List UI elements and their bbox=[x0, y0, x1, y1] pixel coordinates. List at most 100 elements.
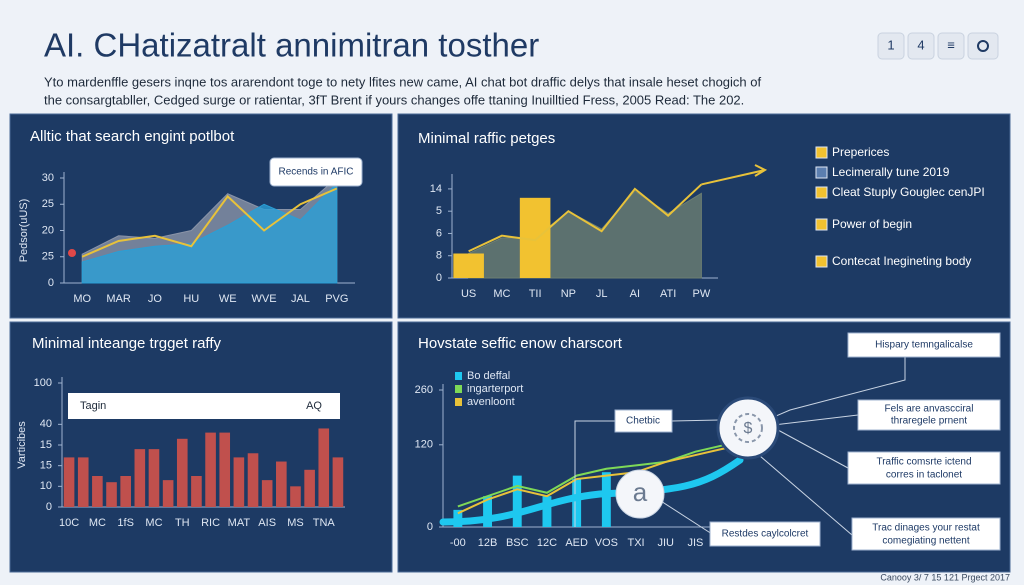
bar bbox=[148, 449, 160, 507]
node-label: thraregele prnent bbox=[891, 416, 967, 427]
y-tick-label: 15 bbox=[40, 439, 52, 451]
x-tick-label: MC bbox=[145, 517, 162, 529]
checklist-item: Lecimerally tune 2019 bbox=[832, 165, 950, 179]
bar bbox=[191, 476, 202, 507]
x-tick-label: JAL bbox=[291, 293, 310, 305]
y-tick-label: 120 bbox=[415, 439, 433, 451]
bar bbox=[290, 486, 301, 507]
legend-label: avenloont bbox=[467, 396, 515, 408]
button-label[interactable]: 1 bbox=[887, 37, 894, 52]
x-tick-label: HU bbox=[183, 293, 199, 305]
bar bbox=[261, 480, 273, 507]
icon-label: $ bbox=[744, 420, 753, 437]
chart: Hovstate seffic enow charscort 0 120 260 -00… bbox=[415, 335, 740, 549]
y-tick-label: 40 bbox=[40, 418, 52, 430]
bar bbox=[106, 482, 117, 507]
button[interactable] bbox=[937, 32, 965, 60]
node-label: comegiating nettent bbox=[882, 536, 970, 547]
bar bbox=[572, 479, 582, 527]
bar bbox=[542, 496, 552, 527]
chart: Minimal raffic petges 0 8 6 5 14 US MC TII NP JL AI… bbox=[418, 130, 985, 300]
legend-swatch bbox=[455, 372, 462, 380]
marker bbox=[68, 249, 76, 257]
settings-button[interactable] bbox=[967, 32, 999, 60]
settings-icon[interactable] bbox=[977, 40, 989, 52]
node-label: Traffic comsrte ictend bbox=[876, 457, 971, 468]
y-tick-label: 6 bbox=[436, 227, 442, 239]
page-title: AI. CHatizatralt annimitran tosther bbox=[44, 27, 539, 64]
y-axis-label: Pedsor(uUS) bbox=[18, 199, 30, 263]
checklist-item: Cleat Stuply Gouglec cenJPI bbox=[832, 185, 985, 199]
bar bbox=[134, 449, 146, 507]
legend-label: Bo deffal bbox=[467, 370, 510, 382]
x-tick-label: TXI bbox=[627, 537, 644, 549]
node-label: Hispary temngalicalse bbox=[875, 340, 973, 351]
x-tick-label: BSC bbox=[506, 537, 529, 549]
bar bbox=[601, 472, 611, 527]
x-tick-label: AI bbox=[630, 288, 640, 300]
chart-title: Alltic that search engint potlbot bbox=[30, 128, 235, 145]
y-tick-label: 10 bbox=[40, 480, 52, 492]
chart-title: Minimal inteange trgget raffy bbox=[32, 335, 221, 352]
button-label[interactable]: 4 bbox=[917, 37, 924, 52]
node bbox=[847, 451, 1001, 485]
legend-box-text: AQ bbox=[306, 400, 322, 412]
button[interactable] bbox=[877, 32, 905, 60]
bar bbox=[205, 432, 216, 507]
icon-circle bbox=[716, 396, 780, 460]
x-tick-label: 12C bbox=[537, 537, 557, 549]
y-tick-label: 15 bbox=[40, 460, 52, 472]
icon-ring bbox=[733, 413, 763, 443]
x-tick-label: NP bbox=[561, 288, 576, 300]
area bbox=[81, 182, 338, 284]
y-tick-label: 25 bbox=[42, 251, 54, 263]
bar bbox=[304, 469, 315, 507]
diagram: Hispary temngalicalse Fels are anvasccir… bbox=[439, 332, 1001, 551]
x-tick-label: TH bbox=[175, 517, 190, 529]
node bbox=[857, 399, 1001, 431]
bar bbox=[219, 432, 231, 507]
y-tick-label: 260 bbox=[415, 384, 433, 396]
x-tick-label: MAT bbox=[228, 517, 251, 529]
subtitle: Yto mardenffle gesers inqne tos ararendo… bbox=[44, 74, 762, 89]
x-tick-label: PVG bbox=[325, 293, 348, 305]
panel bbox=[9, 321, 393, 573]
y-tick-label: 14 bbox=[430, 183, 442, 195]
y-tick-label: 100 bbox=[34, 377, 52, 389]
bar bbox=[483, 496, 493, 527]
bar bbox=[77, 457, 89, 507]
trend-arrow bbox=[701, 164, 768, 186]
node bbox=[847, 332, 1001, 358]
toolbar: 1 4 ≡ bbox=[877, 32, 999, 60]
panel bbox=[397, 113, 1011, 319]
bar bbox=[318, 428, 330, 507]
x-tick-label: WE bbox=[219, 293, 237, 305]
x-tick-label: TII bbox=[529, 288, 542, 300]
bar bbox=[233, 457, 245, 507]
x-tick-label: JO bbox=[148, 293, 163, 305]
x-tick-label: JIU bbox=[658, 537, 675, 549]
line bbox=[468, 183, 703, 253]
bar bbox=[120, 476, 131, 507]
node bbox=[851, 517, 1001, 551]
node bbox=[614, 409, 673, 433]
button[interactable] bbox=[907, 32, 935, 60]
x-tick-label: AED bbox=[565, 537, 588, 549]
subtitle: the consargtabller, Cedged surge or rati… bbox=[44, 92, 744, 107]
x-tick-label: PW bbox=[693, 288, 711, 300]
y-tick-label: 0 bbox=[427, 521, 433, 533]
x-tick-label: ATI bbox=[660, 288, 676, 300]
x-tick-label: 1fS bbox=[117, 517, 134, 529]
checkbox bbox=[815, 255, 828, 268]
legend-box-text: Tagin bbox=[80, 400, 106, 412]
checkbox bbox=[815, 186, 828, 199]
bar bbox=[176, 438, 188, 507]
chart-title: Hovstate seffic enow charscort bbox=[418, 335, 623, 352]
bar bbox=[247, 453, 259, 507]
y-tick-label: 8 bbox=[436, 250, 442, 262]
legend-swatch bbox=[455, 385, 462, 393]
legend-swatch bbox=[455, 398, 462, 406]
callout bbox=[269, 157, 363, 187]
button-label[interactable]: ≡ bbox=[947, 37, 955, 52]
legend-box bbox=[68, 393, 340, 419]
